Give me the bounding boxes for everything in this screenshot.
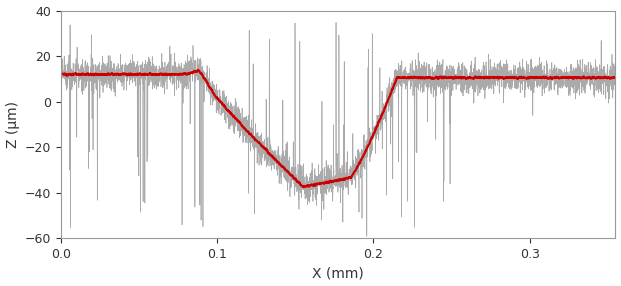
Y-axis label: Z (µm): Z (µm) (6, 101, 19, 148)
X-axis label: X (mm): X (mm) (312, 267, 364, 281)
